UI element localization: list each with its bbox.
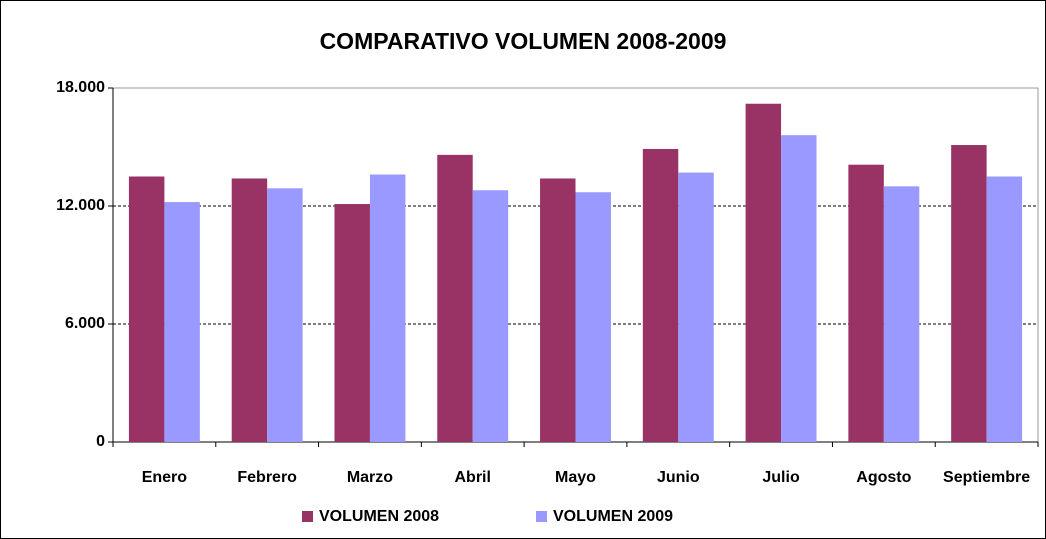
bar (164, 202, 200, 442)
y-tick-label: 6.000 (65, 315, 105, 332)
bar (231, 178, 268, 442)
bar (128, 176, 165, 442)
y-tick-label: 12.000 (56, 197, 105, 214)
x-tick-label: Febrero (237, 469, 297, 486)
x-tick-label: Abril (454, 469, 490, 486)
bar (540, 178, 576, 442)
legend-swatch (302, 511, 313, 522)
bar (781, 135, 817, 442)
bar (369, 174, 406, 443)
x-tick-label: Julio (762, 469, 800, 486)
bar (678, 172, 714, 443)
bar (951, 145, 987, 443)
bar (334, 204, 370, 442)
bar (986, 176, 1023, 442)
legend-label: VOLUMEN 2009 (553, 508, 673, 525)
bar (848, 164, 884, 442)
bar (642, 148, 679, 442)
bar (437, 154, 473, 442)
bar (267, 188, 303, 442)
x-tick-label: Marzo (347, 469, 393, 486)
y-tick-label: 0 (96, 433, 105, 450)
y-tick-label: 18.000 (56, 79, 105, 96)
x-tick-label: Enero (142, 469, 188, 486)
bar (883, 186, 920, 442)
x-tick-label: Junio (657, 469, 700, 486)
bar (472, 190, 509, 442)
x-tick-label: Septiembre (943, 469, 1030, 486)
chart-title: COMPARATIVO VOLUMEN 2008-2009 (320, 28, 727, 54)
x-tick-label: Agosto (856, 469, 911, 486)
x-tick-label: Mayo (555, 469, 596, 486)
legend-swatch (536, 511, 547, 522)
legend-label: VOLUMEN 2008 (319, 508, 439, 525)
bar (745, 103, 782, 442)
bar (575, 192, 611, 442)
